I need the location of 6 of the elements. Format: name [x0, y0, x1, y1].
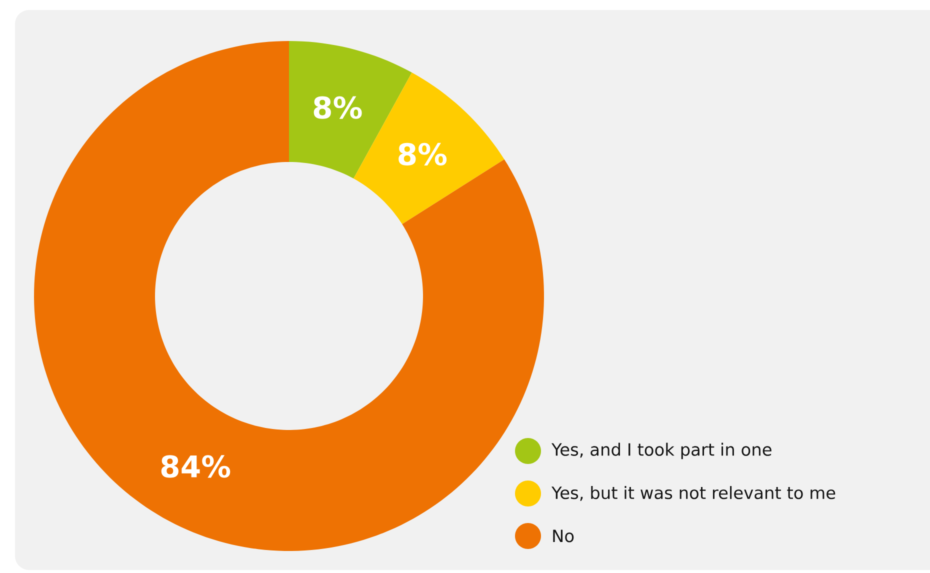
legend-label: Yes, but it was not relevant to me	[551, 486, 836, 501]
data-label: 84%	[161, 455, 230, 478]
data-label: 8%	[398, 142, 447, 166]
legend-label: Yes, and I took part in one	[551, 442, 772, 460]
data-label: 8%	[314, 96, 362, 119]
legend-label: No	[553, 530, 574, 542]
